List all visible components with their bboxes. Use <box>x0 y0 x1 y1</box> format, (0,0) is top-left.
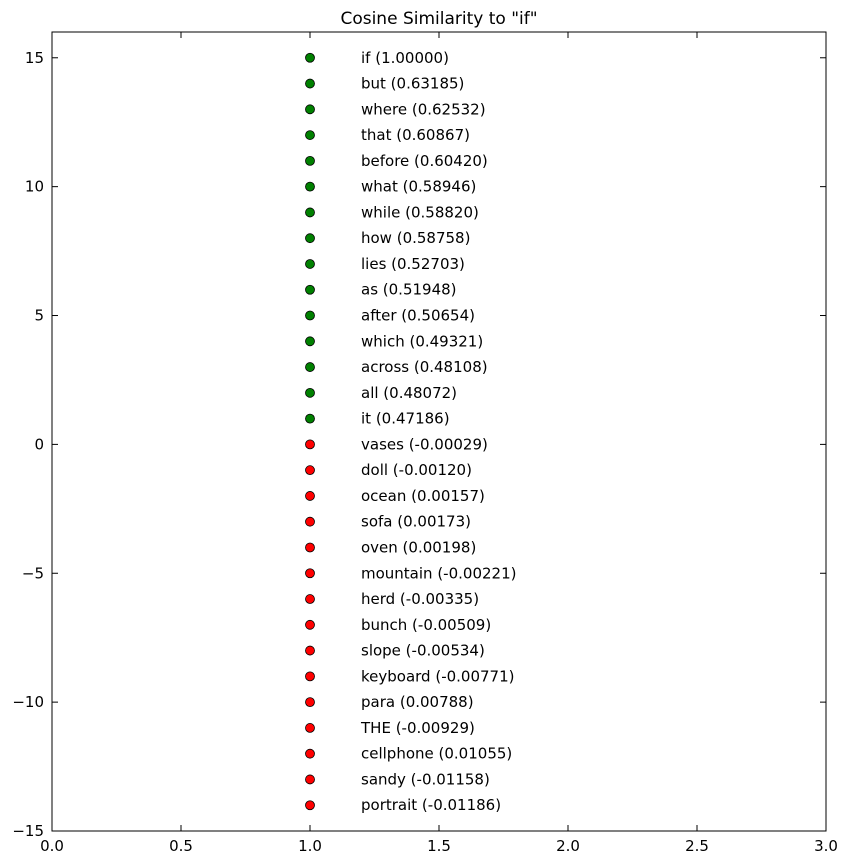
x-tick-label: 0.5 <box>169 837 193 855</box>
point-label: across (0.48108) <box>361 358 488 376</box>
y-tick-label: 0 <box>34 435 44 453</box>
data-point-similar <box>305 78 315 89</box>
data-point-similar <box>305 284 315 295</box>
point-label: mountain (-0.00221) <box>361 564 516 582</box>
point-label: while (0.58820) <box>361 203 479 221</box>
x-tick-label: 3.0 <box>814 837 838 855</box>
x-tick-label: 2.5 <box>685 837 709 855</box>
point-labels-layer: if (1.00000) but (0.63185) where (0.62532)… <box>360 49 516 814</box>
data-point-dissimilar <box>305 491 315 501</box>
data-point-dissimilar <box>305 568 315 579</box>
point-label: it (0.47186) <box>361 410 450 428</box>
point-label: portrait (-0.01186) <box>361 796 501 814</box>
axes: 0.0 0.5 1.0 1.5 2.0 2.5 3.0 15 10 5 0 −5 −10 −15 <box>12 31 838 855</box>
point-label: all (0.48072) <box>361 384 457 402</box>
point-label: as (0.51948) <box>361 281 457 299</box>
y-tick-label: 10 <box>25 178 44 196</box>
point-label: before (0.60420) <box>361 152 488 170</box>
data-point-similar <box>305 233 315 244</box>
y-tick-label: 15 <box>25 49 44 67</box>
data-point-dissimilar <box>305 465 315 476</box>
point-label: para (0.00788) <box>361 693 474 711</box>
point-label: sofa (0.00173) <box>361 513 471 531</box>
data-point-dissimilar <box>305 800 315 811</box>
data-point-similar <box>305 387 315 398</box>
data-point-dissimilar <box>305 542 315 553</box>
point-label: after (0.50654) <box>361 307 475 325</box>
point-label: cellphone (0.01055) <box>361 745 512 763</box>
data-point-dissimilar <box>305 671 315 682</box>
data-point-similar <box>305 130 315 140</box>
y-tick-label: −15 <box>12 822 44 840</box>
data-point-similar <box>305 362 315 372</box>
data-point-similar <box>305 259 315 269</box>
chart-title: Cosine Similarity to "if" <box>340 9 537 29</box>
point-label: herd (-0.00335) <box>361 590 479 608</box>
data-point-similar <box>305 207 315 218</box>
point-label: ocean (0.00157) <box>361 487 485 505</box>
data-point-dissimilar <box>305 619 315 630</box>
point-label: bunch (-0.00509) <box>361 616 491 634</box>
point-label: but (0.63185) <box>361 75 464 93</box>
x-tick-label: 0.0 <box>40 837 64 855</box>
x-tick-label: 2.0 <box>556 837 580 855</box>
point-label: which (0.49321) <box>361 332 483 350</box>
data-point-dissimilar <box>305 748 315 759</box>
data-point-similar <box>305 181 315 192</box>
data-point-dissimilar <box>305 774 315 785</box>
data-point-dissimilar <box>305 594 315 604</box>
point-label: oven (0.00198) <box>361 538 476 556</box>
point-label: what (0.58946) <box>361 178 476 196</box>
point-label: doll (-0.00120) <box>361 461 472 479</box>
point-label: where (0.62532) <box>361 100 486 118</box>
data-point-similar <box>305 104 315 115</box>
data-point-similar <box>305 310 315 321</box>
data-point-similar <box>305 336 315 347</box>
data-point-dissimilar <box>305 439 315 450</box>
data-point-similar <box>305 52 315 63</box>
data-point-dissimilar <box>305 645 315 656</box>
y-tick-label: −10 <box>12 693 44 711</box>
x-tick-label: 1.5 <box>427 837 451 855</box>
point-label: slope (-0.00534) <box>361 642 485 660</box>
data-point-dissimilar <box>305 516 315 527</box>
points-layer <box>305 52 315 811</box>
y-tick-label: −5 <box>22 564 44 582</box>
x-tick-label: 1.0 <box>298 837 322 855</box>
data-point-dissimilar <box>305 723 315 733</box>
point-label: lies (0.52703) <box>361 255 465 273</box>
point-label: vases (-0.00029) <box>361 435 488 453</box>
point-label: THE (-0.00929) <box>360 719 475 737</box>
point-label: keyboard (-0.00771) <box>361 667 515 685</box>
data-point-similar <box>305 413 315 424</box>
y-tick-label: 5 <box>34 307 44 325</box>
point-label: sandy (-0.01158) <box>361 770 490 788</box>
point-label: if (1.00000) <box>361 49 449 67</box>
data-point-similar <box>305 155 315 166</box>
point-label: how (0.58758) <box>361 229 470 247</box>
data-point-dissimilar <box>305 697 315 708</box>
point-label: that (0.60867) <box>361 126 470 144</box>
